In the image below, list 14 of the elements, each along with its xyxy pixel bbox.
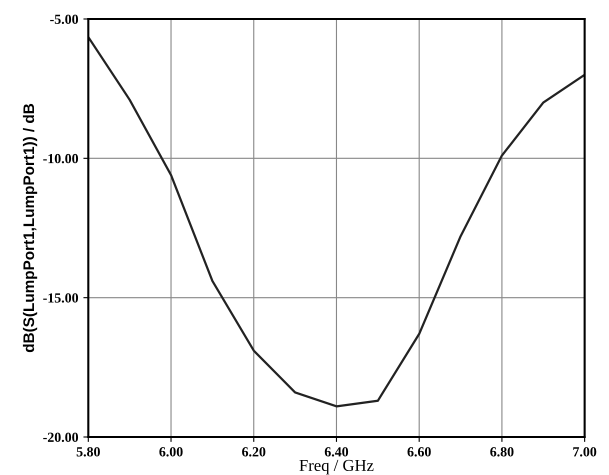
- x-tick-label: 5.80: [76, 447, 100, 457]
- x-axis-title: Freq / GHz: [299, 460, 374, 474]
- y-tick-label: -20.00: [43, 432, 78, 442]
- x-tick-label: 6.20: [242, 447, 266, 457]
- x-tick-label: 7.00: [573, 447, 596, 457]
- x-tick-label: 6.40: [324, 447, 348, 457]
- y-tick-label: -15.00: [43, 293, 78, 303]
- y-tick-label: -5.00: [50, 14, 78, 24]
- x-tick-label: 6.80: [490, 447, 514, 457]
- y-axis-title: dB(S(LumpPort1,LumpPort1)) / dB: [22, 104, 38, 352]
- line-series: [88, 36, 585, 408]
- x-tick-label: 6.60: [408, 447, 431, 457]
- y-tick-label: -10.00: [43, 154, 78, 164]
- x-tick-label: 6.00: [159, 447, 183, 457]
